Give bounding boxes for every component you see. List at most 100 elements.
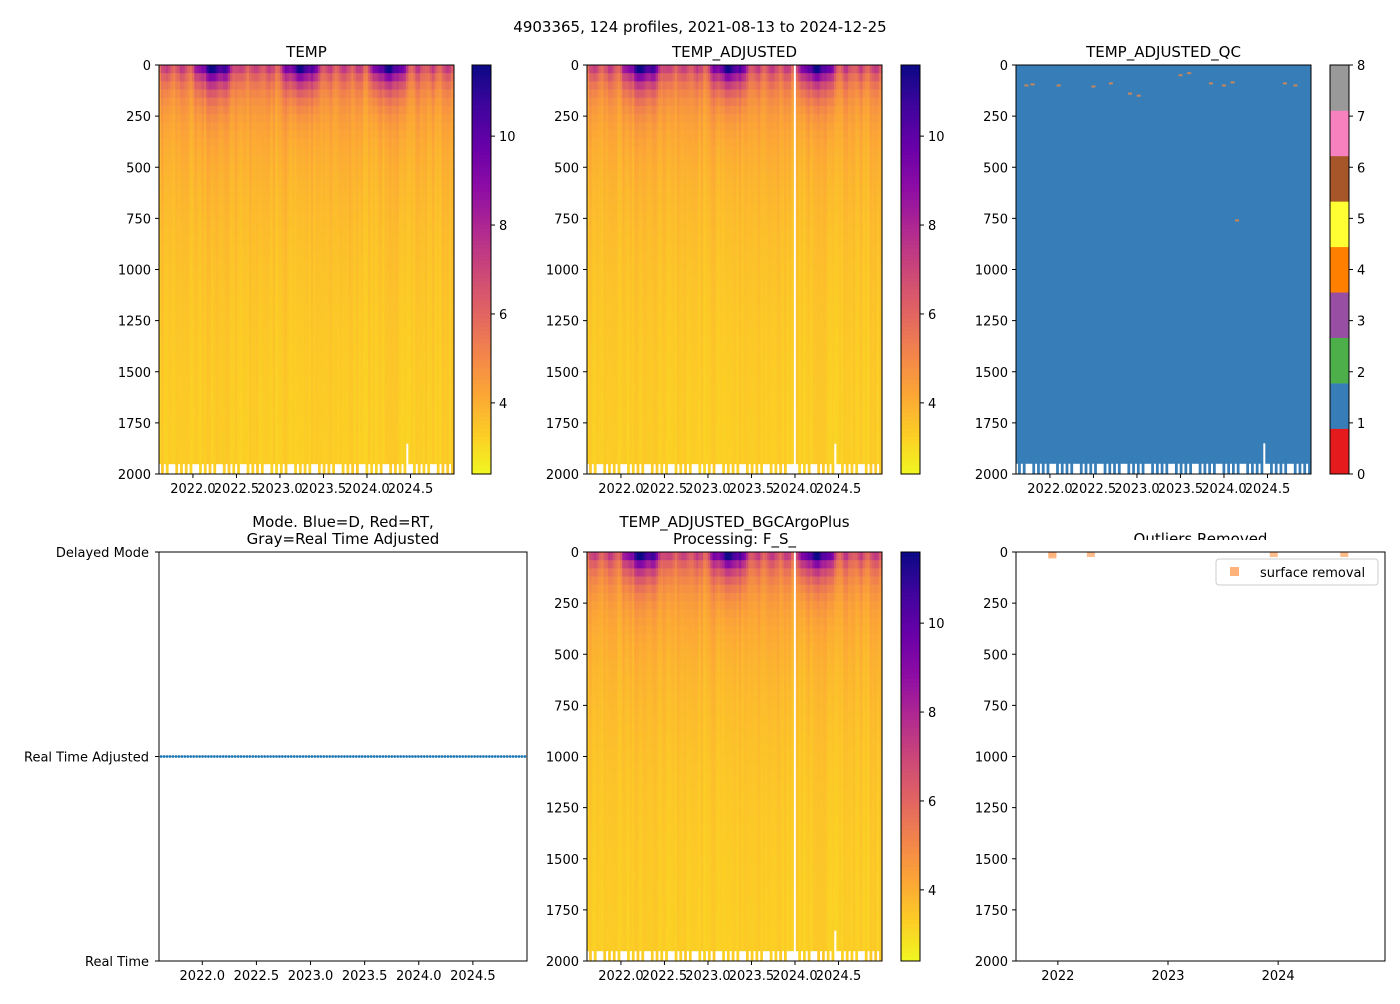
- heatmap-cell: [256, 228, 259, 238]
- heatmap-cell: [234, 146, 238, 156]
- heatmap-cell: [315, 318, 319, 328]
- heatmap-cell: [237, 269, 240, 279]
- heatmap-cell: [379, 326, 383, 336]
- heatmap-cell: [336, 343, 340, 352]
- heatmap-cell: [182, 302, 186, 311]
- heatmap-cell: [213, 138, 217, 148]
- heatmap-cell: [239, 261, 243, 270]
- heatmap-cell: [355, 334, 359, 344]
- heatmap-cell: [177, 359, 181, 369]
- heatmap-cell: [396, 310, 400, 319]
- heatmap-cell: [348, 310, 352, 319]
- heatmap-cell: [237, 212, 240, 221]
- heatmap-cell: [294, 384, 297, 393]
- heatmap-cell: [251, 384, 255, 393]
- heatmap-cell: [346, 351, 350, 360]
- heatmap-cell: [360, 310, 364, 319]
- heatmap-cell: [208, 73, 212, 82]
- heatmap-cell: [187, 424, 190, 434]
- heatmap-cell: [303, 367, 307, 377]
- heatmap-cell: [208, 253, 212, 262]
- heatmap-cell: [372, 367, 376, 377]
- heatmap-cell: [229, 441, 233, 450]
- heatmap-cell: [227, 285, 231, 295]
- heatmap-cell: [237, 302, 240, 311]
- heatmap-cell: [260, 114, 264, 123]
- heatmap-cell: [208, 171, 212, 180]
- heatmap-cell: [215, 163, 219, 172]
- heatmap-cell: [322, 408, 326, 418]
- heatmap-cell: [277, 302, 281, 311]
- heatmap-cell: [303, 187, 307, 197]
- heatmap-cell: [249, 97, 252, 107]
- heatmap-cell: [325, 81, 328, 90]
- heatmap-cell: [306, 73, 309, 82]
- heatmap-cell: [208, 367, 212, 377]
- heatmap-cell: [239, 318, 243, 328]
- heatmap-cell: [222, 367, 226, 377]
- heatmap-cell: [358, 253, 362, 262]
- heatmap-cell: [351, 138, 355, 148]
- heatmap-cell: [159, 253, 162, 262]
- heatmap-cell: [384, 130, 388, 140]
- heatmap-cell: [379, 310, 383, 319]
- heatmap-cell: [341, 375, 345, 385]
- heatmap-cell: [287, 294, 290, 303]
- heatmap-cell: [282, 220, 286, 229]
- heatmap-cell: [201, 449, 205, 459]
- heatmap-cell: [310, 400, 314, 409]
- heatmap-cell: [339, 89, 343, 99]
- heatmap-cell: [275, 154, 278, 164]
- heatmap-cell: [201, 384, 205, 393]
- heatmap-cell: [199, 65, 202, 74]
- heatmap-cell: [208, 269, 212, 279]
- heatmap-cell: [313, 375, 316, 385]
- heatmap-cell: [199, 424, 202, 434]
- heatmap-cell: [308, 114, 312, 123]
- heatmap-cell: [298, 244, 302, 254]
- heatmap-cell: [275, 408, 278, 418]
- heatmap-cell: [258, 441, 262, 450]
- heatmap-cell: [375, 253, 378, 262]
- heatmap-cell: [282, 212, 286, 221]
- heatmap-cell: [220, 105, 224, 115]
- heatmap-cell: [232, 212, 236, 221]
- heatmap-cell: [163, 351, 167, 360]
- heatmap-cell: [351, 220, 355, 229]
- heatmap-cell: [270, 204, 274, 213]
- heatmap-cell: [301, 146, 305, 156]
- heatmap-cell: [355, 73, 359, 82]
- heatmap-cell: [284, 302, 288, 311]
- heatmap-cell: [289, 269, 293, 279]
- heatmap-cell: [327, 81, 331, 90]
- heatmap-cell: [237, 277, 240, 287]
- heatmap-cell: [222, 285, 226, 295]
- heatmap-cell: [208, 392, 212, 401]
- heatmap-cell: [172, 318, 176, 328]
- heatmap-cell: [194, 97, 198, 107]
- heatmap-cell: [351, 65, 355, 74]
- heatmap-cell: [277, 105, 281, 115]
- heatmap-cell: [294, 367, 297, 377]
- heatmap-cell: [272, 343, 276, 352]
- heatmap-cell: [315, 310, 319, 319]
- heatmap-cell: [327, 465, 331, 475]
- heatmap-cell: [396, 236, 400, 246]
- heatmap-cell: [370, 73, 374, 82]
- heatmap-cell: [189, 81, 193, 90]
- heatmap-cell: [215, 408, 219, 418]
- heatmap-cell: [227, 318, 231, 328]
- heatmap-cell: [199, 179, 202, 189]
- heatmap-cell: [268, 277, 271, 287]
- heatmap-cell: [196, 236, 200, 246]
- heatmap-cell: [360, 269, 364, 279]
- heatmap-cell: [375, 236, 378, 246]
- heatmap-cell: [325, 195, 328, 205]
- heatmap-cell: [218, 179, 221, 189]
- heatmap-cell: [177, 130, 181, 140]
- heatmap-cell: [172, 310, 176, 319]
- heatmap-cell: [175, 433, 179, 442]
- heatmap-cell: [232, 228, 236, 238]
- heatmap-cell: [282, 318, 286, 328]
- heatmap-cell: [159, 326, 162, 336]
